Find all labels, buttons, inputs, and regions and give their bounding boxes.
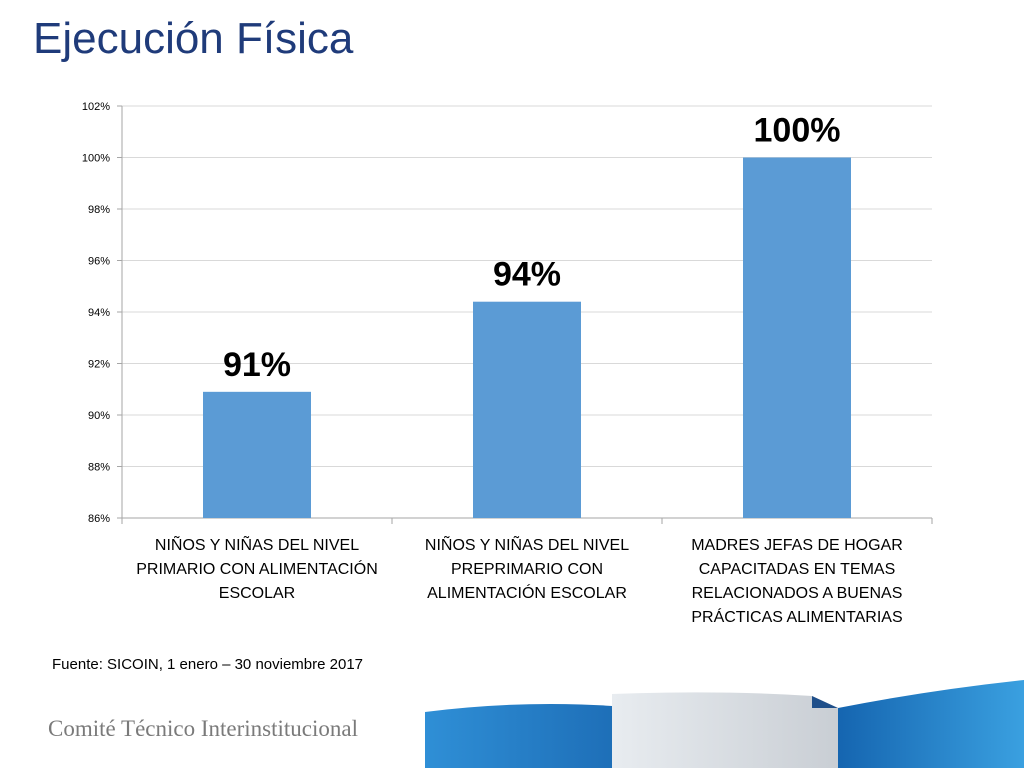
category-label: NIÑOS Y NIÑAS DEL NIVEL PRIMARIO CON ALIM…: [136, 534, 378, 602]
category-label-line: ALIMENTACIÓN ESCOLAR: [427, 583, 627, 602]
data-label: 100%: [754, 112, 841, 150]
y-tick-label: 88%: [88, 462, 110, 474]
y-tick-label: 98%: [88, 204, 110, 216]
bar-chart: 86% 88% 90% 92% 94% 96% 98% 100% 102% 91% NIÑOS Y …: [82, 101, 933, 626]
bar: [473, 301, 581, 518]
y-tick-label: 92%: [88, 359, 110, 371]
category-label-line: ESCOLAR: [219, 585, 295, 602]
y-tick-label: 86%: [88, 513, 110, 525]
data-label: 91%: [223, 346, 291, 384]
footer-ribbon-left: [425, 704, 612, 768]
source-note: Fuente: SICOIN, 1 enero – 30 noviembre 2…: [52, 656, 364, 673]
footer-ribbon-right: [838, 680, 1024, 768]
category-label-line: MADRES JEFAS DE HOGAR: [691, 537, 903, 554]
organization-name: Comité Técnico Interinstitucional: [48, 716, 358, 741]
category-label-line: NIÑOS Y NIÑAS DEL NIVEL: [425, 534, 629, 554]
category-label: NIÑOS Y NIÑAS DEL NIVEL PREPRIMARIO CON AL…: [425, 534, 629, 602]
category-label-line: PRIMARIO CON ALIMENTACIÓN: [136, 559, 378, 578]
y-tick-label: 96%: [88, 256, 110, 268]
bar: [203, 391, 311, 518]
footer-ribbon-fold-right: [812, 696, 838, 708]
y-tick-label: 100%: [82, 153, 110, 165]
y-tick-label: 102%: [82, 101, 110, 113]
category-label-line: NIÑOS Y NIÑAS DEL NIVEL: [155, 534, 359, 554]
category-label-line: RELACIONADOS A BUENAS: [692, 585, 903, 602]
category-label-line: PREPRIMARIO CON: [451, 561, 603, 578]
bar: [743, 157, 851, 518]
category-label-line: PRÁCTICAS ALIMENTARIAS: [691, 607, 902, 626]
category-label: MADRES JEFAS DE HOGAR CAPACITADAS EN TEMA…: [691, 537, 903, 626]
y-tick-label: 90%: [88, 410, 110, 422]
data-label: 94%: [493, 256, 561, 294]
category-label-line: CAPACITADAS EN TEMAS: [699, 561, 895, 578]
footer-ribbon-middle: [612, 692, 838, 768]
slide-title: Ejecución Física: [33, 14, 354, 63]
y-tick-label: 94%: [88, 307, 110, 319]
